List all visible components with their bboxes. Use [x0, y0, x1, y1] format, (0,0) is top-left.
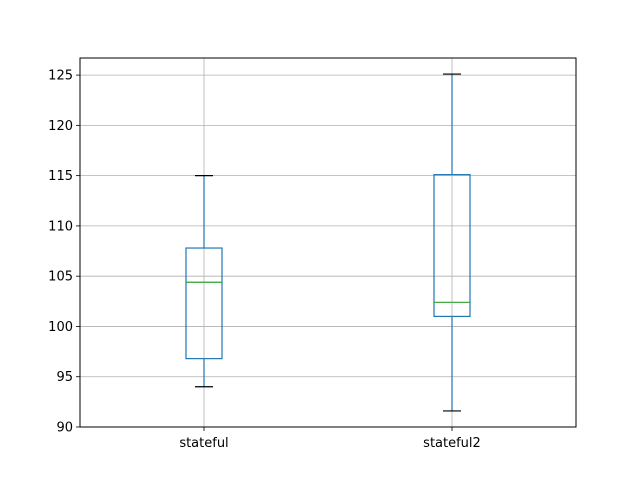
y-tick-label: 105: [48, 270, 73, 285]
iqr-box: [185, 247, 223, 360]
plot-area: [185, 73, 471, 412]
y-tick-label: 110: [48, 219, 73, 234]
y-tick-label: 95: [56, 370, 73, 385]
y-tick-label: 120: [48, 119, 73, 134]
y-tick-label: 90: [56, 421, 73, 436]
y-tick-label: 125: [48, 69, 73, 84]
x-tick-label: stateful2: [423, 436, 481, 451]
y-tick-label: 100: [48, 320, 73, 335]
x-tick-label: stateful: [179, 436, 228, 451]
y-tick-label: 115: [48, 169, 73, 184]
x-axis: stateful stateful2: [179, 427, 481, 451]
axes-frame: [79, 57, 577, 428]
y-axis: 90 95 100 105 110 115 120 125: [48, 69, 80, 436]
iqr-box: [433, 174, 471, 318]
grid-lines: [80, 58, 576, 428]
